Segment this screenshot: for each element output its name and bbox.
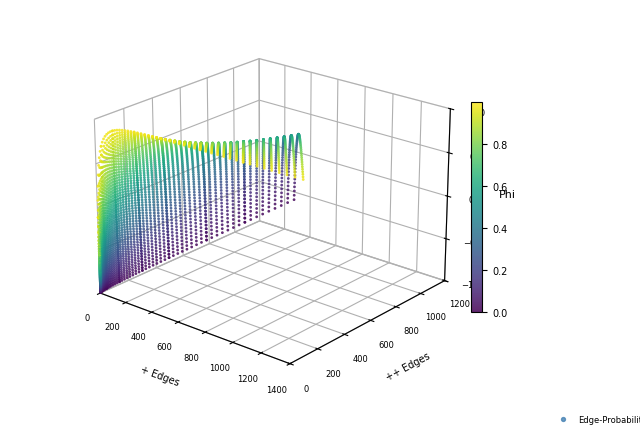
Legend: Edge-Probability: Edge-Probability xyxy=(551,411,640,427)
X-axis label: + Edges: + Edges xyxy=(139,364,180,387)
Y-axis label: ++ Edges: ++ Edges xyxy=(384,350,431,382)
